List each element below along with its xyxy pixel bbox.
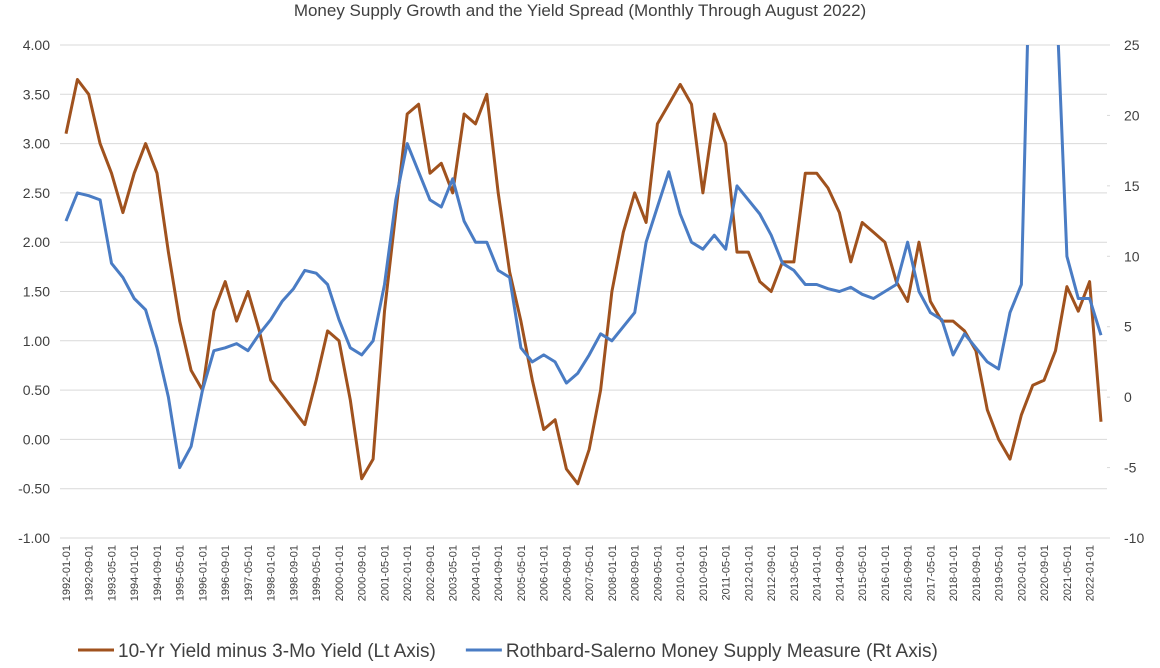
x-tick-label: 2008-01-01 bbox=[607, 545, 619, 601]
x-tick-label: 1998-09-01 bbox=[288, 545, 300, 601]
x-tick-label: 2005-05-01 bbox=[516, 545, 528, 601]
x-tick-label: 1997-05-01 bbox=[243, 545, 255, 601]
x-tick-label: 1996-01-01 bbox=[197, 545, 209, 601]
x-tick-label: 2018-09-01 bbox=[971, 545, 983, 601]
grid bbox=[60, 44, 1110, 539]
x-tick-label: 1998-01-01 bbox=[266, 545, 278, 601]
legend-label: 10-Yr Yield minus 3-Mo Yield (Lt Axis) bbox=[118, 641, 436, 662]
x-tick-label: 2014-09-01 bbox=[834, 545, 846, 601]
y-tick-label: 0.00 bbox=[23, 431, 50, 447]
x-tick-label: 2019-05-01 bbox=[994, 545, 1006, 601]
x-tick-label: 2016-09-01 bbox=[903, 545, 915, 601]
x-tick-label: 2021-05-01 bbox=[1062, 545, 1074, 601]
y-tick-label: 1.00 bbox=[23, 333, 50, 349]
x-tick-label: 2011-05-01 bbox=[721, 545, 733, 600]
x-tick-label: 1992-09-01 bbox=[84, 545, 96, 601]
y2-tick-label: -5 bbox=[1124, 460, 1137, 476]
x-tick-label: 1995-05-01 bbox=[175, 545, 187, 601]
x-tick-label: 1999-05-01 bbox=[311, 545, 323, 601]
y2-tick-label: 0 bbox=[1124, 389, 1132, 405]
x-tick-label: 2008-09-01 bbox=[630, 545, 642, 601]
x-tick-label: 2012-09-01 bbox=[766, 545, 778, 601]
y2-tick-label: 25 bbox=[1124, 37, 1140, 53]
x-tick-label: 2014-01-01 bbox=[812, 545, 824, 601]
y-tick-label: 2.50 bbox=[23, 185, 50, 201]
y2-tick-label: 5 bbox=[1124, 319, 1132, 335]
x-tick-label: 1993-05-01 bbox=[106, 545, 118, 601]
x-tick-label: 2016-01-01 bbox=[880, 545, 892, 601]
series-line bbox=[64, 45, 1103, 470]
chart-title: Money Supply Growth and the Yield Spread… bbox=[294, 1, 866, 20]
y-tick-label: 3.50 bbox=[23, 86, 50, 102]
y2-tick-label: 20 bbox=[1124, 107, 1140, 123]
x-tick-label: 2015-05-01 bbox=[857, 545, 869, 601]
y-tick-label: 4.00 bbox=[23, 37, 50, 53]
x-tick-label: 2002-01-01 bbox=[402, 545, 414, 601]
x-tick-label: 2022-01-01 bbox=[1085, 545, 1097, 601]
x-tick-label: 1994-01-01 bbox=[129, 545, 141, 601]
x-tick-label: 2001-05-01 bbox=[379, 545, 391, 601]
x-tick-label: 1994-09-01 bbox=[152, 545, 164, 601]
x-tick-label: 2012-01-01 bbox=[743, 545, 755, 601]
x-tick-label: 2018-01-01 bbox=[948, 545, 960, 601]
x-tick-label: 2004-01-01 bbox=[470, 545, 482, 601]
y-tick-label: -1.00 bbox=[18, 530, 50, 546]
y-tick-label: 1.50 bbox=[23, 284, 50, 300]
x-tick-label: 2017-05-01 bbox=[925, 545, 937, 601]
x-tick-label: 2000-01-01 bbox=[334, 545, 346, 601]
x-tick-label: 2003-05-01 bbox=[448, 545, 460, 601]
plot-area bbox=[64, 45, 1103, 486]
x-tick-label: 2010-01-01 bbox=[675, 545, 687, 601]
x-tick-label: 2020-09-01 bbox=[1039, 545, 1051, 601]
y-tick-label: 2.00 bbox=[23, 234, 50, 250]
y2-tick-label: 10 bbox=[1124, 248, 1140, 264]
x-tick-label: 2006-01-01 bbox=[539, 545, 551, 601]
legend-label: Rothbard-Salerno Money Supply Measure (R… bbox=[506, 641, 938, 662]
x-tick-label: 2007-05-01 bbox=[584, 545, 596, 601]
y2-tick-label: -10 bbox=[1124, 530, 1144, 546]
x-tick-label: 2000-09-01 bbox=[357, 545, 369, 601]
x-tick-label: 2004-09-01 bbox=[493, 545, 505, 601]
y-tick-label: 0.50 bbox=[23, 382, 50, 398]
x-tick-label: 2009-05-01 bbox=[652, 545, 664, 601]
y-tick-label: -0.50 bbox=[18, 481, 50, 497]
y-tick-label: 3.00 bbox=[23, 136, 50, 152]
series-line bbox=[64, 78, 1103, 486]
x-tick-label: 1992-01-01 bbox=[61, 545, 73, 601]
y2-tick-label: 15 bbox=[1124, 178, 1140, 194]
x-tick-label: 2020-01-01 bbox=[1016, 545, 1028, 601]
x-tick-label: 1996-09-01 bbox=[220, 545, 232, 601]
x-tick-label: 2002-09-01 bbox=[425, 545, 437, 601]
x-tick-label: 2013-05-01 bbox=[789, 545, 801, 601]
x-tick-label: 2006-09-01 bbox=[561, 545, 573, 601]
x-tick-label: 2010-09-01 bbox=[698, 545, 710, 601]
